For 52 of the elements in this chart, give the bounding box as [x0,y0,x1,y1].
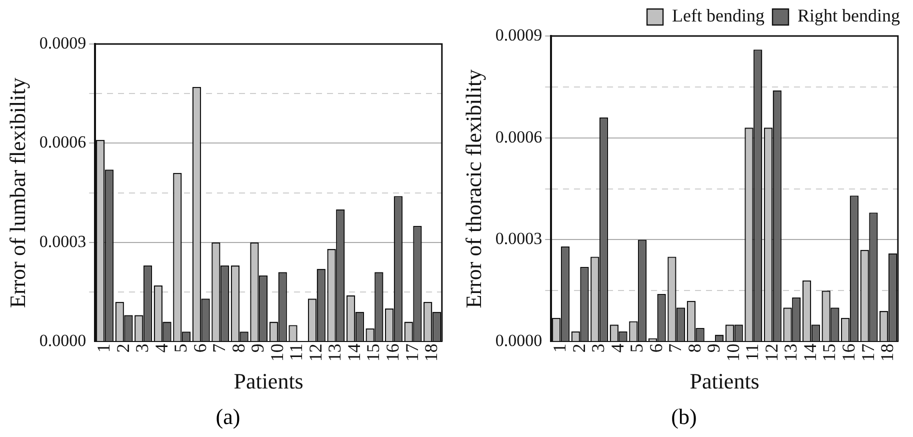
x-tick-label: 13 [780,344,801,362]
x-tick-label: 18 [877,344,898,362]
x-tick-label: 15 [819,344,840,362]
y-tick-label: 0.0006 [495,127,542,146]
x-tick-label: 2 [568,344,589,353]
x-tick-label: 7 [209,344,230,353]
x-tick-label: 16 [382,344,402,362]
x-tick-label: 15 [363,344,384,362]
x-tick-label: 10 [722,344,743,362]
x-tick-label: 14 [800,344,820,362]
x-tick-label: 18 [421,344,442,362]
y-axis-title: Error of thoracic flexibility [460,69,486,308]
y-tick-label: 0.0009 [495,25,542,44]
x-tick-label: 8 [684,344,704,353]
x-tick-label: 9 [704,344,724,353]
text: (b) [670,404,698,430]
legend-label: Right bending [798,6,900,26]
x-tick-label: 9 [248,344,268,353]
x-tick-label: 11 [286,344,306,361]
y-tick-label: 0.0000 [39,331,86,350]
x-tick-label: 17 [858,344,878,362]
legend-label: Left bending [672,6,765,26]
y-tick-label: 0.0009 [39,33,86,52]
y-tick-label: 0.0006 [39,132,86,152]
x-tick-label: 17 [402,344,422,362]
x-tick-label: 16 [838,344,858,362]
text: (a) [214,404,242,430]
y-tick-label: 0.0000 [495,331,542,350]
x-tick-label: 5 [170,344,191,353]
x-tick-label: 11 [742,344,762,361]
x-tick-label: 6 [190,344,210,353]
x-tick-label: 4 [151,344,172,353]
x-axis-title: Patients [234,368,304,394]
x-tick-label: 2 [112,344,133,353]
x-tick-label: 12 [305,344,326,362]
x-tick-label: 3 [132,344,152,353]
x-tick-label: 7 [665,344,686,353]
x-tick-label: 13 [324,344,345,362]
x-tick-label: 12 [761,344,782,362]
x-tick-label: 6 [646,344,666,353]
x-tick-label: 3 [588,344,608,353]
x-tick-label: 4 [607,344,628,353]
x-tick-label: 14 [344,344,364,362]
y-tick-label: 0.0003 [495,229,542,248]
y-tick-label: 0.0003 [39,232,86,251]
x-tick-label: 10 [266,344,287,362]
x-axis-title: Patients [690,368,760,394]
x-tick-label: 5 [626,344,647,353]
y-axis-title: Error of lumbar flexibility [4,78,30,308]
x-tick-label: 8 [228,344,248,353]
x-tick-label: 1 [550,344,570,353]
x-tick-label: 1 [94,344,114,353]
